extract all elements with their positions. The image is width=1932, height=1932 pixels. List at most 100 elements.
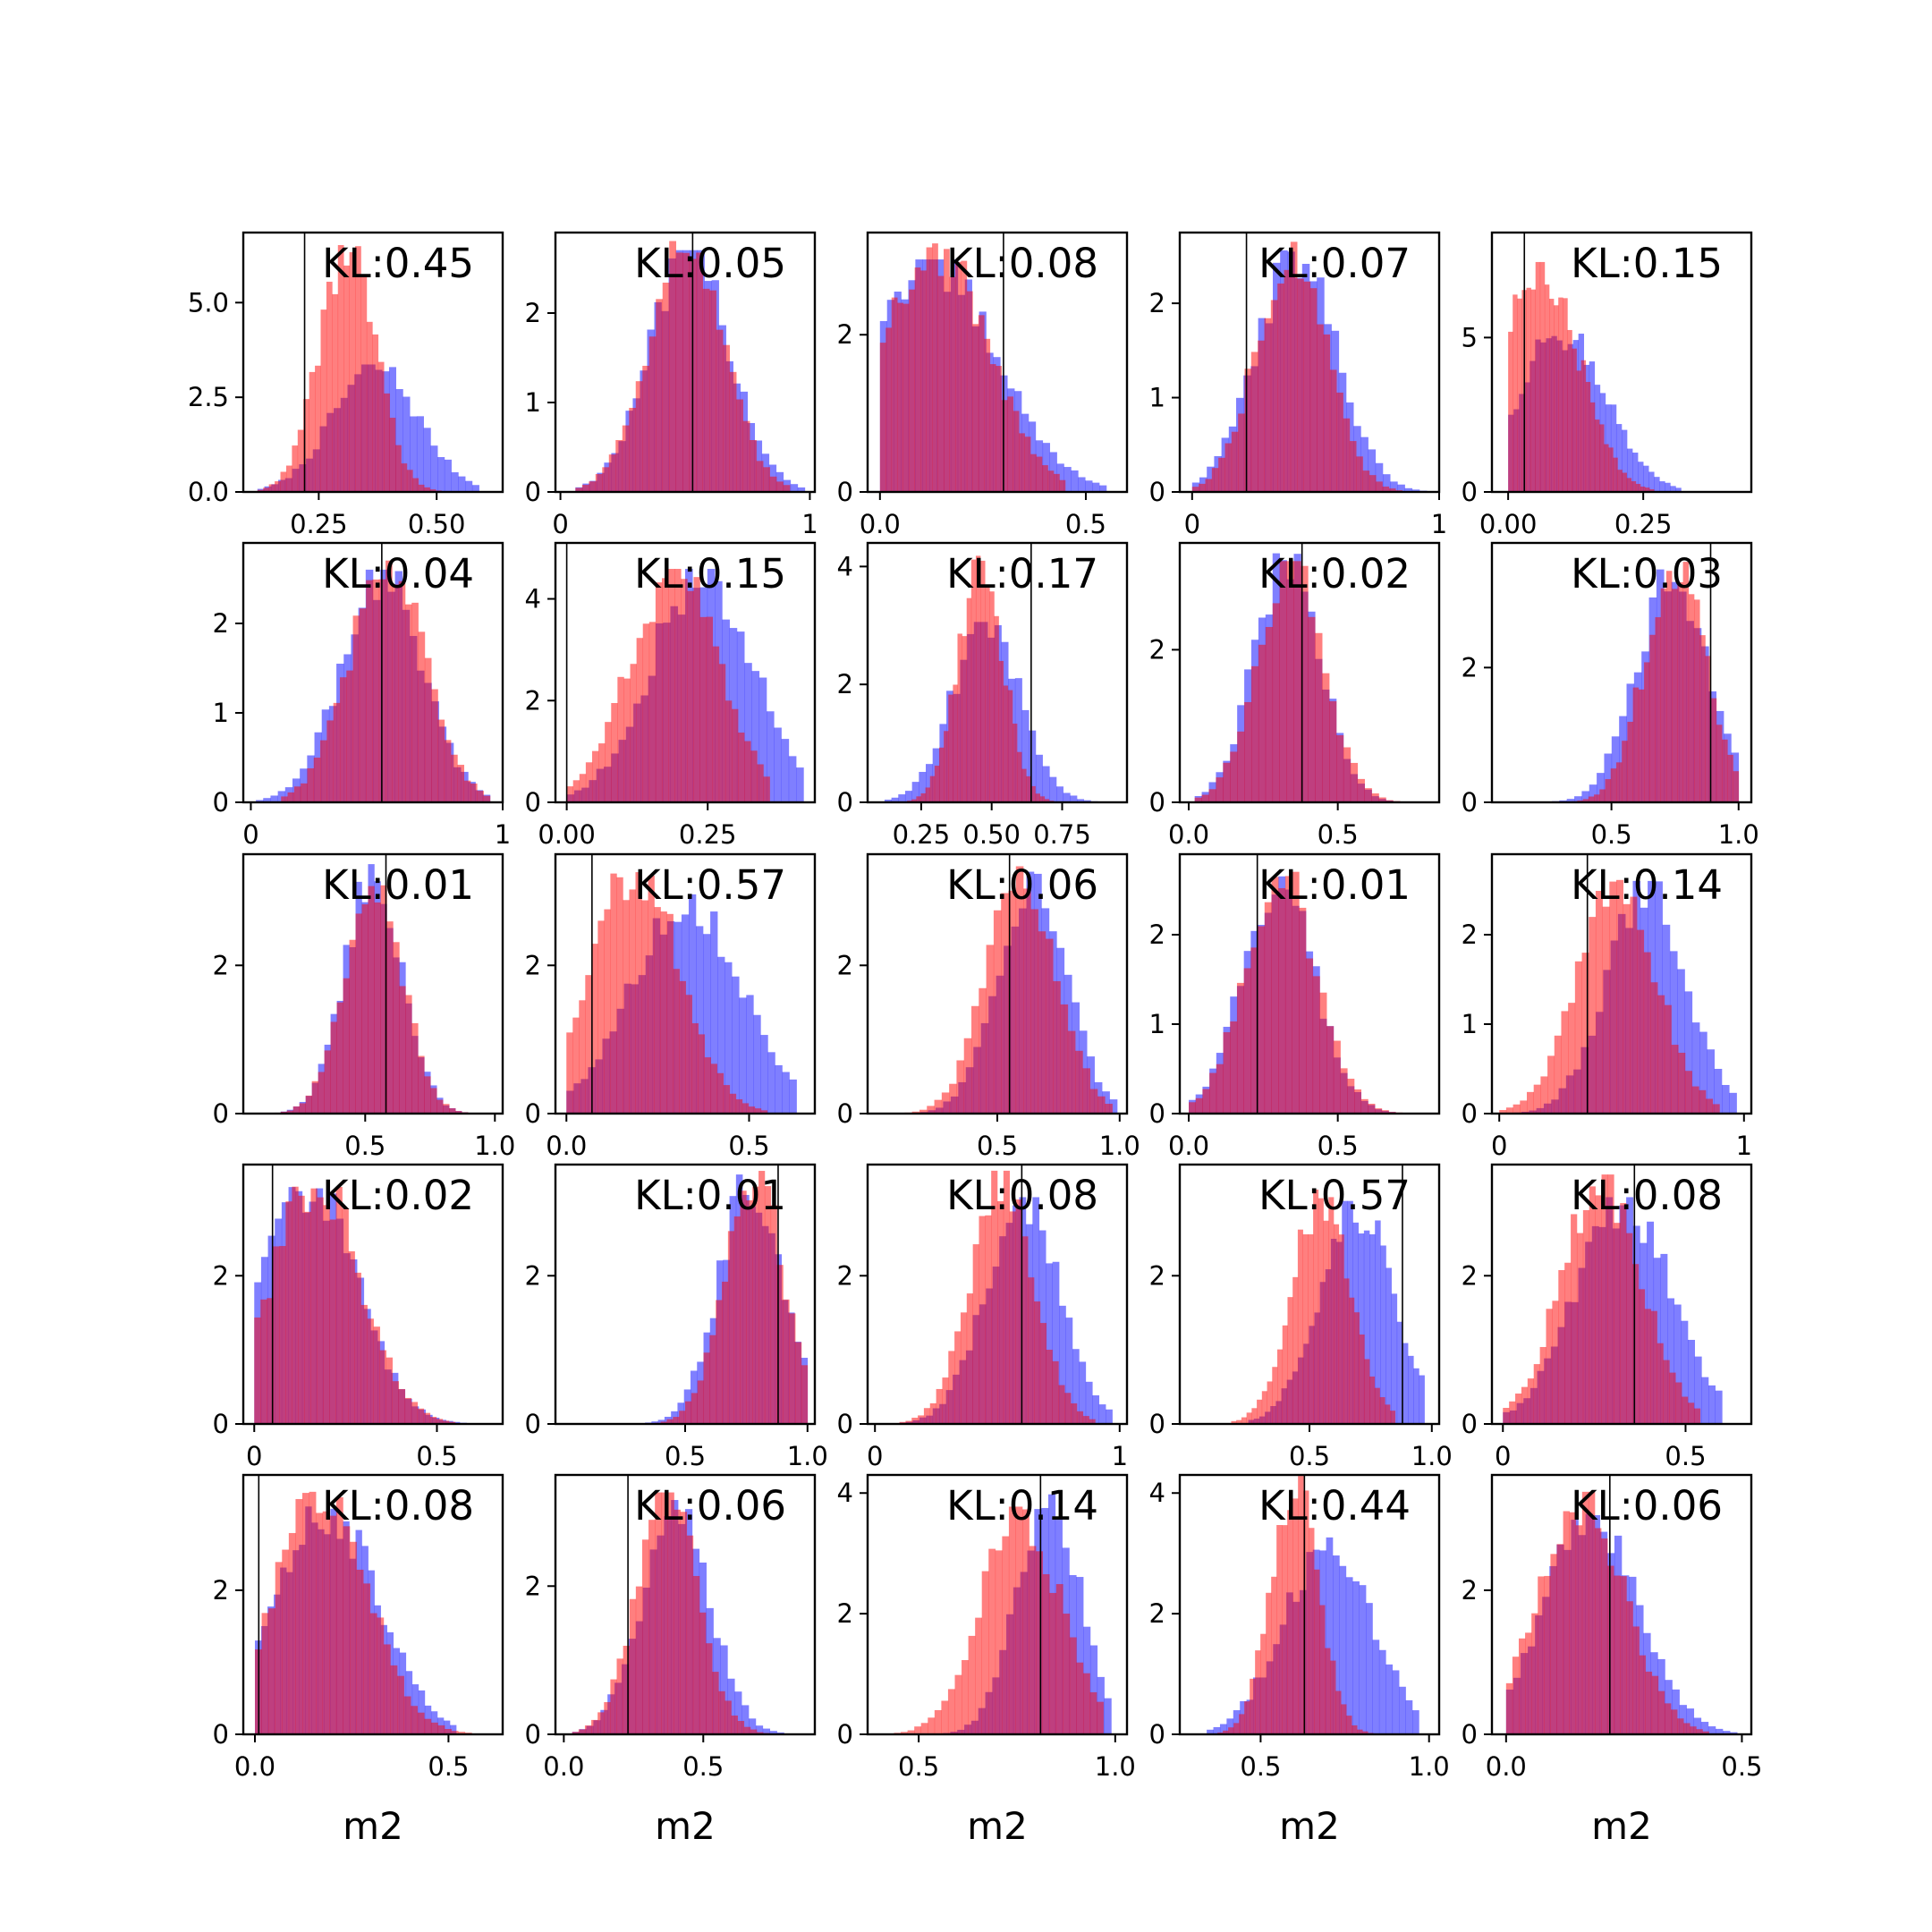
panel-r4c1-red-bar-8 (623, 1645, 631, 1734)
panel-r0c0-blue-bar-30 (465, 480, 473, 492)
panel-r0c0-red-bar-6 (292, 445, 299, 492)
panel-r4c0-kl-annotation: KL:0.08 (322, 1482, 474, 1530)
panel-r4c2-red-bar-23 (1042, 1573, 1050, 1734)
panel-r4c2-blue-bar-31 (1104, 1698, 1112, 1734)
panel-r4c1-red-bar-16 (674, 1509, 681, 1734)
panel-r2c4-red-bar-21 (1643, 952, 1651, 1114)
panel-r1c1-red-bar-17 (674, 569, 682, 802)
panel-r4c3-blue-bar-21 (1345, 1577, 1353, 1734)
panel-r0c2-red-bar-14 (961, 260, 968, 492)
panel-r0c0-blue-bar-23 (416, 416, 424, 492)
panel-r0c4-red-bar-22 (1608, 447, 1614, 492)
panel-r2c4-red-bar-27 (1684, 1071, 1692, 1114)
panel-r0c3-red-bar-16 (1297, 278, 1304, 492)
panel-r2c1-blue-bar-22 (724, 962, 733, 1114)
panel-r2c2-red-bar-10 (949, 1083, 957, 1114)
panel-r3c2-red-bar-23 (1039, 1323, 1047, 1424)
panel-r0c4-red-bar-28 (1635, 484, 1641, 492)
panel-r1c4-xtick-label-1: 1.0 (1718, 819, 1759, 850)
panel-r2c3-red-bar-0 (1189, 1102, 1197, 1114)
panel-r0c1-red-bar-28 (763, 467, 770, 492)
panel-r0c4-red-bar-10 (1554, 305, 1559, 492)
panel-r2c3-kl-annotation: KL:0.01 (1258, 861, 1411, 909)
panel-r4c4-blue-bar-26 (1693, 1717, 1702, 1734)
panel-r1c4-red-bar-6 (1594, 794, 1600, 802)
panel-r2c3-red-bar-2 (1202, 1089, 1210, 1114)
panel-r1c2-xtick-label-0: 0.25 (893, 819, 951, 850)
panel-r2c1-red-bar-25 (723, 1085, 731, 1114)
panel-r0c3-xtick-label-0: 0 (1184, 509, 1200, 539)
panel-r3c3-blue-bar-26 (1391, 1293, 1398, 1424)
panel-r1c4-kl-annotation: KL:0.03 (1571, 550, 1723, 597)
panel-r4c2-blue-bar-29 (1089, 1645, 1098, 1734)
panel-r4c3-axes-frame (1178, 1473, 1441, 1736)
panel-r1c2-red-bar-25 (1021, 768, 1027, 802)
panel-r2c1-red-bar-0 (566, 1032, 573, 1114)
panel-r0c1-red-bar-13 (662, 283, 670, 492)
panel-r0c3-red-bar-26 (1362, 470, 1370, 492)
panel-r2c2-red-bar-24 (1053, 980, 1061, 1114)
panel-r4c4-red-bar-6 (1544, 1575, 1551, 1734)
panel-r2c1: 0 2 0.0 0.5 KL:0.57 (525, 852, 817, 1161)
panel-r0c4-blue-bar-31 (1675, 487, 1682, 492)
panel-r2c1-kl-annotation: KL:0.57 (634, 861, 786, 909)
panel-r0c1-red-bar-12 (656, 299, 664, 492)
panel-r0c0-red-bar-20 (372, 334, 379, 492)
panel-r0c1-red-bar-10 (642, 365, 650, 492)
panel-r3c0-red-bar-0 (254, 1317, 261, 1424)
panel-r2c1-red-bar-29 (748, 1106, 756, 1114)
panel-r0c4-red-bar-29 (1640, 487, 1646, 492)
panel-r0c4-red-bar-14 (1572, 348, 1577, 492)
panel-r4c3-red-bar-11 (1266, 1592, 1272, 1734)
panel-r2c3-red-bar-15 (1292, 871, 1300, 1114)
panel-r0c4-red-bar-31 (1649, 488, 1655, 492)
panel-r2c2-blue-bar-31 (1109, 1099, 1118, 1114)
panel-r2c1-blue-bar-23 (732, 976, 740, 1114)
panel-r4c1-red-bar-2 (584, 1725, 592, 1734)
panel-r3c3-red-bar-21 (1338, 1234, 1344, 1424)
panel-r3c2-red-bar-5 (929, 1402, 936, 1424)
panel-r0c3-red-bar-7 (1238, 413, 1245, 492)
panel-r0c0-red-bar-9 (309, 371, 316, 492)
panel-r2c0-red-bar-22 (411, 1022, 419, 1114)
panel-r0c0-red-bar-18 (360, 276, 368, 492)
panel-r1c4-red-bar-16 (1649, 634, 1656, 802)
panel-r2c2-red-bar-21 (1030, 909, 1038, 1114)
panel-r0c0-ytick-label-0: 0.0 (188, 477, 229, 507)
panel-r4c3-xtick-label-1: 1.0 (1409, 1751, 1450, 1782)
panel-r4c2-red-bar-11 (962, 1660, 969, 1734)
panel-r3c4-blue-bar-25 (1674, 1304, 1682, 1424)
panel-r0c0-red-bar-2 (268, 484, 275, 492)
panel-r0c0-red-bar-24 (395, 445, 402, 492)
panel-r1c1-blue-bar-23 (736, 631, 745, 802)
panel-r4c0-red-bar-17 (369, 1613, 377, 1734)
panel-r1c0-xtick-label-0: 0 (242, 819, 258, 850)
panel-r4c0-red-bar-21 (397, 1675, 404, 1734)
panel-r3c2-red-bar-27 (1064, 1393, 1072, 1424)
panel-r1c4-red-bar-9 (1610, 768, 1617, 802)
panel-r1c0-red-bar-10 (346, 670, 353, 802)
panel-r3c4-ytick-label-1: 2 (1462, 1260, 1478, 1291)
panel-r2c4-red-bar-28 (1691, 1086, 1699, 1114)
panel-r2c1-red-bar-24 (716, 1072, 724, 1114)
panel-r3c1-red-bar-20 (733, 1216, 741, 1424)
panel-r0c1-blue-bar-31 (797, 487, 806, 492)
panel-r0c1-red-bar-29 (769, 476, 777, 492)
panel-r4c3-red-bar-28 (1357, 1729, 1363, 1734)
panel-r1c3-red-bar-11 (1272, 603, 1280, 802)
panel-r3c3-blue-bar-25 (1385, 1267, 1392, 1424)
panel-r2c1-red-bar-9 (623, 900, 630, 1114)
panel-r2c1-red-bar-20 (691, 1023, 699, 1114)
panel-r2c2-red-bar-28 (1082, 1068, 1090, 1114)
panel-r3c0-red-bar-19 (373, 1326, 380, 1424)
panel-r4c4-red-bar-5 (1538, 1576, 1545, 1734)
panel-r2c3-red-bar-23 (1347, 1079, 1355, 1114)
panel-r1c1-blue-bar-29 (781, 739, 790, 802)
panel-r3c3-kl-annotation: KL:0.57 (1258, 1172, 1411, 1219)
panel-r3c0-red-bar-4 (279, 1246, 286, 1424)
panel-r2c3-ytick-label-1: 1 (1149, 1009, 1165, 1039)
panel-r3c1-red-bar-29 (789, 1313, 796, 1424)
panel-r1c4-blue-bar-12 (1589, 784, 1597, 802)
panel-r1c2-red-bar-16 (980, 560, 986, 802)
panel-r1c4-red-bar-27 (1710, 698, 1717, 802)
